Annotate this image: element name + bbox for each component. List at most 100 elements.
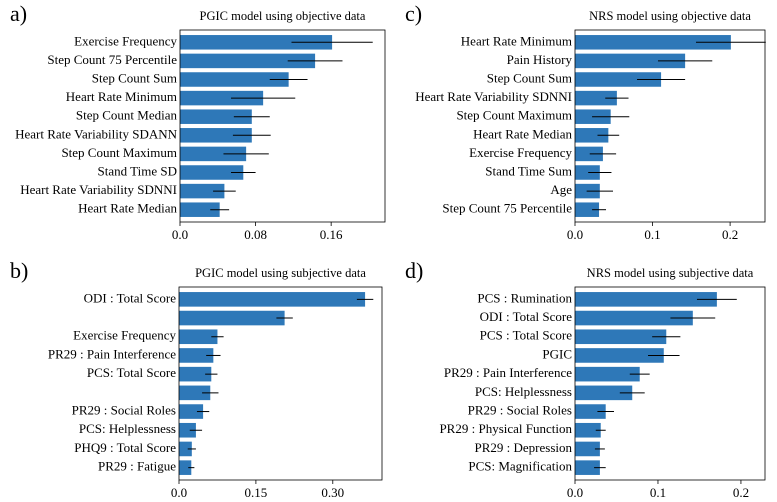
y-tick-label: Pain History (507, 52, 573, 67)
y-tick-label: PHQ9 : Total Score (74, 440, 176, 455)
bar (575, 128, 609, 143)
bar (180, 35, 333, 50)
bar (179, 329, 218, 345)
bar (180, 202, 220, 217)
axes-frame (179, 29, 386, 223)
y-tick-label: Exercise Frequency (469, 145, 572, 160)
x-tick-label: 0.0 (567, 227, 583, 242)
bar (575, 329, 667, 345)
bar (179, 441, 192, 457)
y-tick-label: PCS: Helplessness (475, 384, 572, 399)
y-tick-label: PR29 : Pain Interference (444, 365, 572, 380)
panel-label: c) (405, 1, 422, 26)
y-tick-label: Step Count 75 Percentile (442, 201, 572, 216)
bar (180, 183, 225, 199)
y-tick-label: Step Count Sum (92, 70, 177, 85)
bar (575, 366, 640, 382)
y-tick-label: PCS: Magnification (468, 459, 572, 474)
y-tick-label: Heart Rate Minimum (66, 89, 177, 104)
x-tick-label: 0.16 (320, 227, 343, 242)
y-tick-label: PR29 : Social Roles (468, 403, 572, 418)
bar (180, 146, 247, 162)
x-tick-label: 0.2 (722, 227, 738, 242)
axes-frame (574, 286, 766, 481)
bar (179, 348, 214, 363)
bar (575, 348, 664, 363)
bar (575, 165, 600, 180)
bar (575, 72, 662, 87)
y-tick-label: PCS : Total Score (480, 328, 573, 343)
y-tick-label: Step Count Median (76, 108, 178, 123)
bar (575, 422, 601, 438)
y-tick-label: Heart Rate Minimum (461, 33, 572, 48)
y-tick-label: PR29 : Depression (475, 440, 573, 455)
x-tick-label: 0.1 (650, 485, 666, 500)
bar (575, 310, 693, 326)
bar (180, 53, 316, 69)
axes-frame (574, 29, 766, 223)
panel-label: d) (405, 258, 423, 283)
bar (180, 90, 264, 106)
bar (179, 366, 212, 382)
y-tick-label: Stand Time Sum (485, 163, 572, 178)
bar (575, 404, 606, 419)
bar (575, 35, 731, 50)
bar (575, 441, 600, 457)
x-tick-label: 0.0 (172, 227, 188, 242)
y-tick-label: PR29 : Social Roles (72, 403, 176, 418)
axes-frame (178, 286, 383, 481)
y-tick-label: PGIC (542, 346, 572, 361)
x-tick-label: 0.1 (644, 227, 660, 242)
y-tick-label: Age (550, 182, 572, 197)
bar (179, 310, 285, 326)
y-tick-label: Heart Rate Variability SDNNI (415, 89, 572, 104)
y-tick-label: PCS : Rumination (477, 290, 572, 305)
y-tick-label: Heart Rate Variability SDNNI (20, 182, 177, 197)
chart-title: PGIC model using subjective data (195, 266, 366, 280)
chart-title: PGIC model using objective data (200, 9, 366, 23)
bar (180, 109, 252, 124)
bar (179, 460, 192, 475)
bar (179, 292, 366, 307)
bar (575, 460, 600, 475)
y-tick-label: Exercise Frequency (73, 328, 176, 343)
y-tick-label: PR29 : Fatigue (98, 459, 176, 474)
x-tick-label: 0.0 (567, 485, 583, 500)
x-tick-label: 0.08 (244, 227, 267, 242)
bar (179, 385, 211, 401)
bar (180, 165, 244, 180)
y-tick-label: ODI : Total Score (480, 309, 573, 324)
x-tick-label: 0.2 (733, 485, 749, 500)
panel-label: a) (10, 1, 27, 26)
bar (179, 404, 204, 419)
y-tick-label: PCS: Total Score (87, 365, 176, 380)
x-tick-label: 0.15 (245, 485, 268, 500)
bar (180, 72, 289, 87)
bar (575, 90, 617, 106)
bar (575, 202, 600, 217)
bar (575, 146, 603, 162)
y-tick-label: PR29 : Pain Interference (48, 346, 176, 361)
y-tick-label: Stand Time SD (98, 163, 177, 178)
chart-title: NRS model using objective data (589, 9, 751, 23)
y-tick-label: Heart Rate Median (78, 201, 177, 216)
bar (575, 385, 633, 401)
y-tick-label: PCS: Helplessness (79, 421, 176, 436)
y-tick-label: Step Count 75 Percentile (47, 52, 177, 67)
y-tick-label: ODI : Total Score (84, 290, 177, 305)
bar (180, 128, 252, 143)
y-tick-label: Step Count Maximum (61, 145, 177, 160)
bar (575, 292, 717, 307)
y-tick-label: Step Count Maximum (456, 108, 572, 123)
y-tick-label: Heart Rate Variability SDANN (15, 126, 177, 141)
y-tick-label: PR29 : Physical Function (439, 421, 572, 436)
y-tick-label: Step Count Sum (487, 70, 572, 85)
x-tick-label: 0.0 (171, 485, 187, 500)
bar (575, 53, 686, 69)
bar (179, 422, 196, 438)
y-tick-label: Exercise Frequency (74, 33, 177, 48)
x-tick-label: 0.30 (321, 485, 344, 500)
chart-title: NRS model using subjective data (587, 266, 754, 280)
y-tick-label: Heart Rate Median (473, 126, 572, 141)
